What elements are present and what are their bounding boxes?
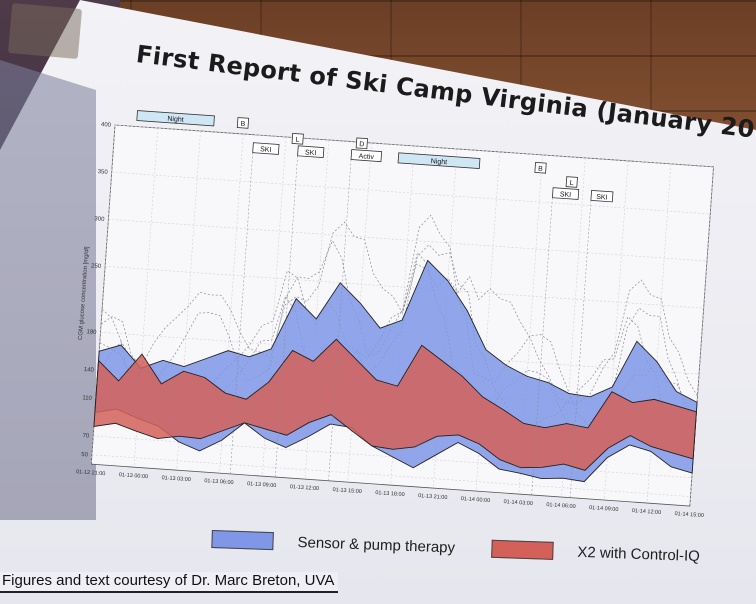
annotation-box — [397, 152, 481, 169]
slide-footer: Figures and text courtesy of Dr. Marc Br… — [0, 572, 339, 593]
y-tick-label: 70 — [82, 433, 90, 439]
x-tick-label: 01-14 00:00 — [461, 496, 491, 504]
x-gridline — [219, 133, 244, 474]
annotation-label: Night — [431, 158, 448, 166]
legend-label-sensor: Sensor & pump therapy — [297, 533, 456, 556]
annotation-box — [236, 117, 250, 129]
annotation-box — [252, 142, 280, 155]
annotation-box — [565, 176, 578, 188]
annotation-label: D — [359, 141, 365, 148]
annotation-box — [534, 162, 547, 174]
annotation-guide — [569, 200, 592, 498]
y-tick-label: 110 — [82, 395, 93, 402]
x-tick-label: 01-14 15:00 — [674, 511, 704, 519]
annotation-box — [551, 187, 580, 200]
x-gridline — [133, 127, 159, 468]
x-tick-label: 01-14 03:00 — [503, 499, 533, 507]
annotation-box — [355, 137, 368, 150]
annotation-guide — [328, 159, 352, 481]
x-gridline — [90, 124, 116, 465]
x-tick-label: 01-14 09:00 — [589, 505, 619, 513]
annotation-guide — [531, 197, 553, 495]
x-tick-label: 01-13 09:00 — [247, 481, 277, 489]
x-tick-label: 01-13 06:00 — [204, 478, 234, 486]
y-gridline — [114, 124, 714, 168]
annotation-box — [590, 189, 614, 203]
annotation-label: SKI — [560, 191, 572, 199]
annotation-box — [136, 110, 215, 127]
x-gridline — [390, 145, 415, 486]
slide-side-panel — [0, 60, 96, 520]
annotation-label: L — [569, 180, 573, 187]
individual-trace — [99, 221, 698, 404]
x-tick-label: 01-13 15:00 — [332, 487, 362, 495]
x-gridline — [689, 166, 714, 507]
y-gridline — [111, 171, 711, 215]
x-gridline — [604, 160, 629, 501]
x-gridline — [561, 157, 586, 498]
series-area-control-iq — [93, 338, 697, 471]
annotation-label: Activ — [358, 153, 374, 161]
x-tick-label: 01-14 06:00 — [546, 502, 576, 510]
annotation-guide — [229, 152, 253, 474]
annotation-box — [291, 132, 304, 145]
x-gridline — [176, 130, 201, 471]
x-gridline — [475, 151, 501, 492]
x-tick-label: 01-14 12:00 — [632, 508, 662, 516]
x-tick-label: 01-13 21:00 — [418, 493, 448, 501]
x-gridline — [261, 136, 287, 477]
y-tick-label: 350 — [97, 169, 108, 176]
annotation-label: B — [538, 166, 543, 173]
x-gridline — [304, 139, 330, 480]
y-tick-label: 400 — [101, 122, 112, 129]
legend-label-control-iq: X2 with Control-IQ — [577, 543, 701, 565]
series-area-sensor — [94, 259, 698, 483]
x-tick-label: 01-13 00:00 — [119, 472, 149, 480]
annotation-label: Night — [167, 116, 184, 124]
annotation-box — [350, 149, 383, 163]
y-axis-label: CGM glucose concentration [mg/dl] — [78, 246, 91, 340]
legend-swatch-sensor — [211, 529, 274, 551]
annotation-label: B — [240, 121, 245, 128]
annotation-guide — [274, 155, 298, 478]
y-tick-label: 250 — [91, 263, 102, 270]
annotation-label: L — [295, 137, 299, 144]
x-tick-label: 01-12 21:00 — [76, 469, 106, 477]
y-tick-label: 180 — [86, 329, 97, 336]
annotation-box — [297, 145, 325, 159]
x-gridline — [518, 154, 543, 495]
y-tick-label: 140 — [84, 367, 95, 374]
annotation-label: SKI — [596, 194, 608, 202]
x-tick-label: 01-13 18:00 — [375, 490, 405, 498]
x-tick-label: 01-13 03:00 — [161, 475, 191, 483]
y-gridline — [91, 454, 691, 497]
y-tick-label: 50 — [81, 452, 89, 458]
legend-swatch-control-iq — [491, 539, 554, 560]
annotation-label: SKI — [305, 149, 317, 157]
x-tick-label: 01-13 12:00 — [290, 484, 320, 492]
y-tick-label: 300 — [94, 216, 105, 223]
annotation-label: SKI — [260, 146, 272, 154]
